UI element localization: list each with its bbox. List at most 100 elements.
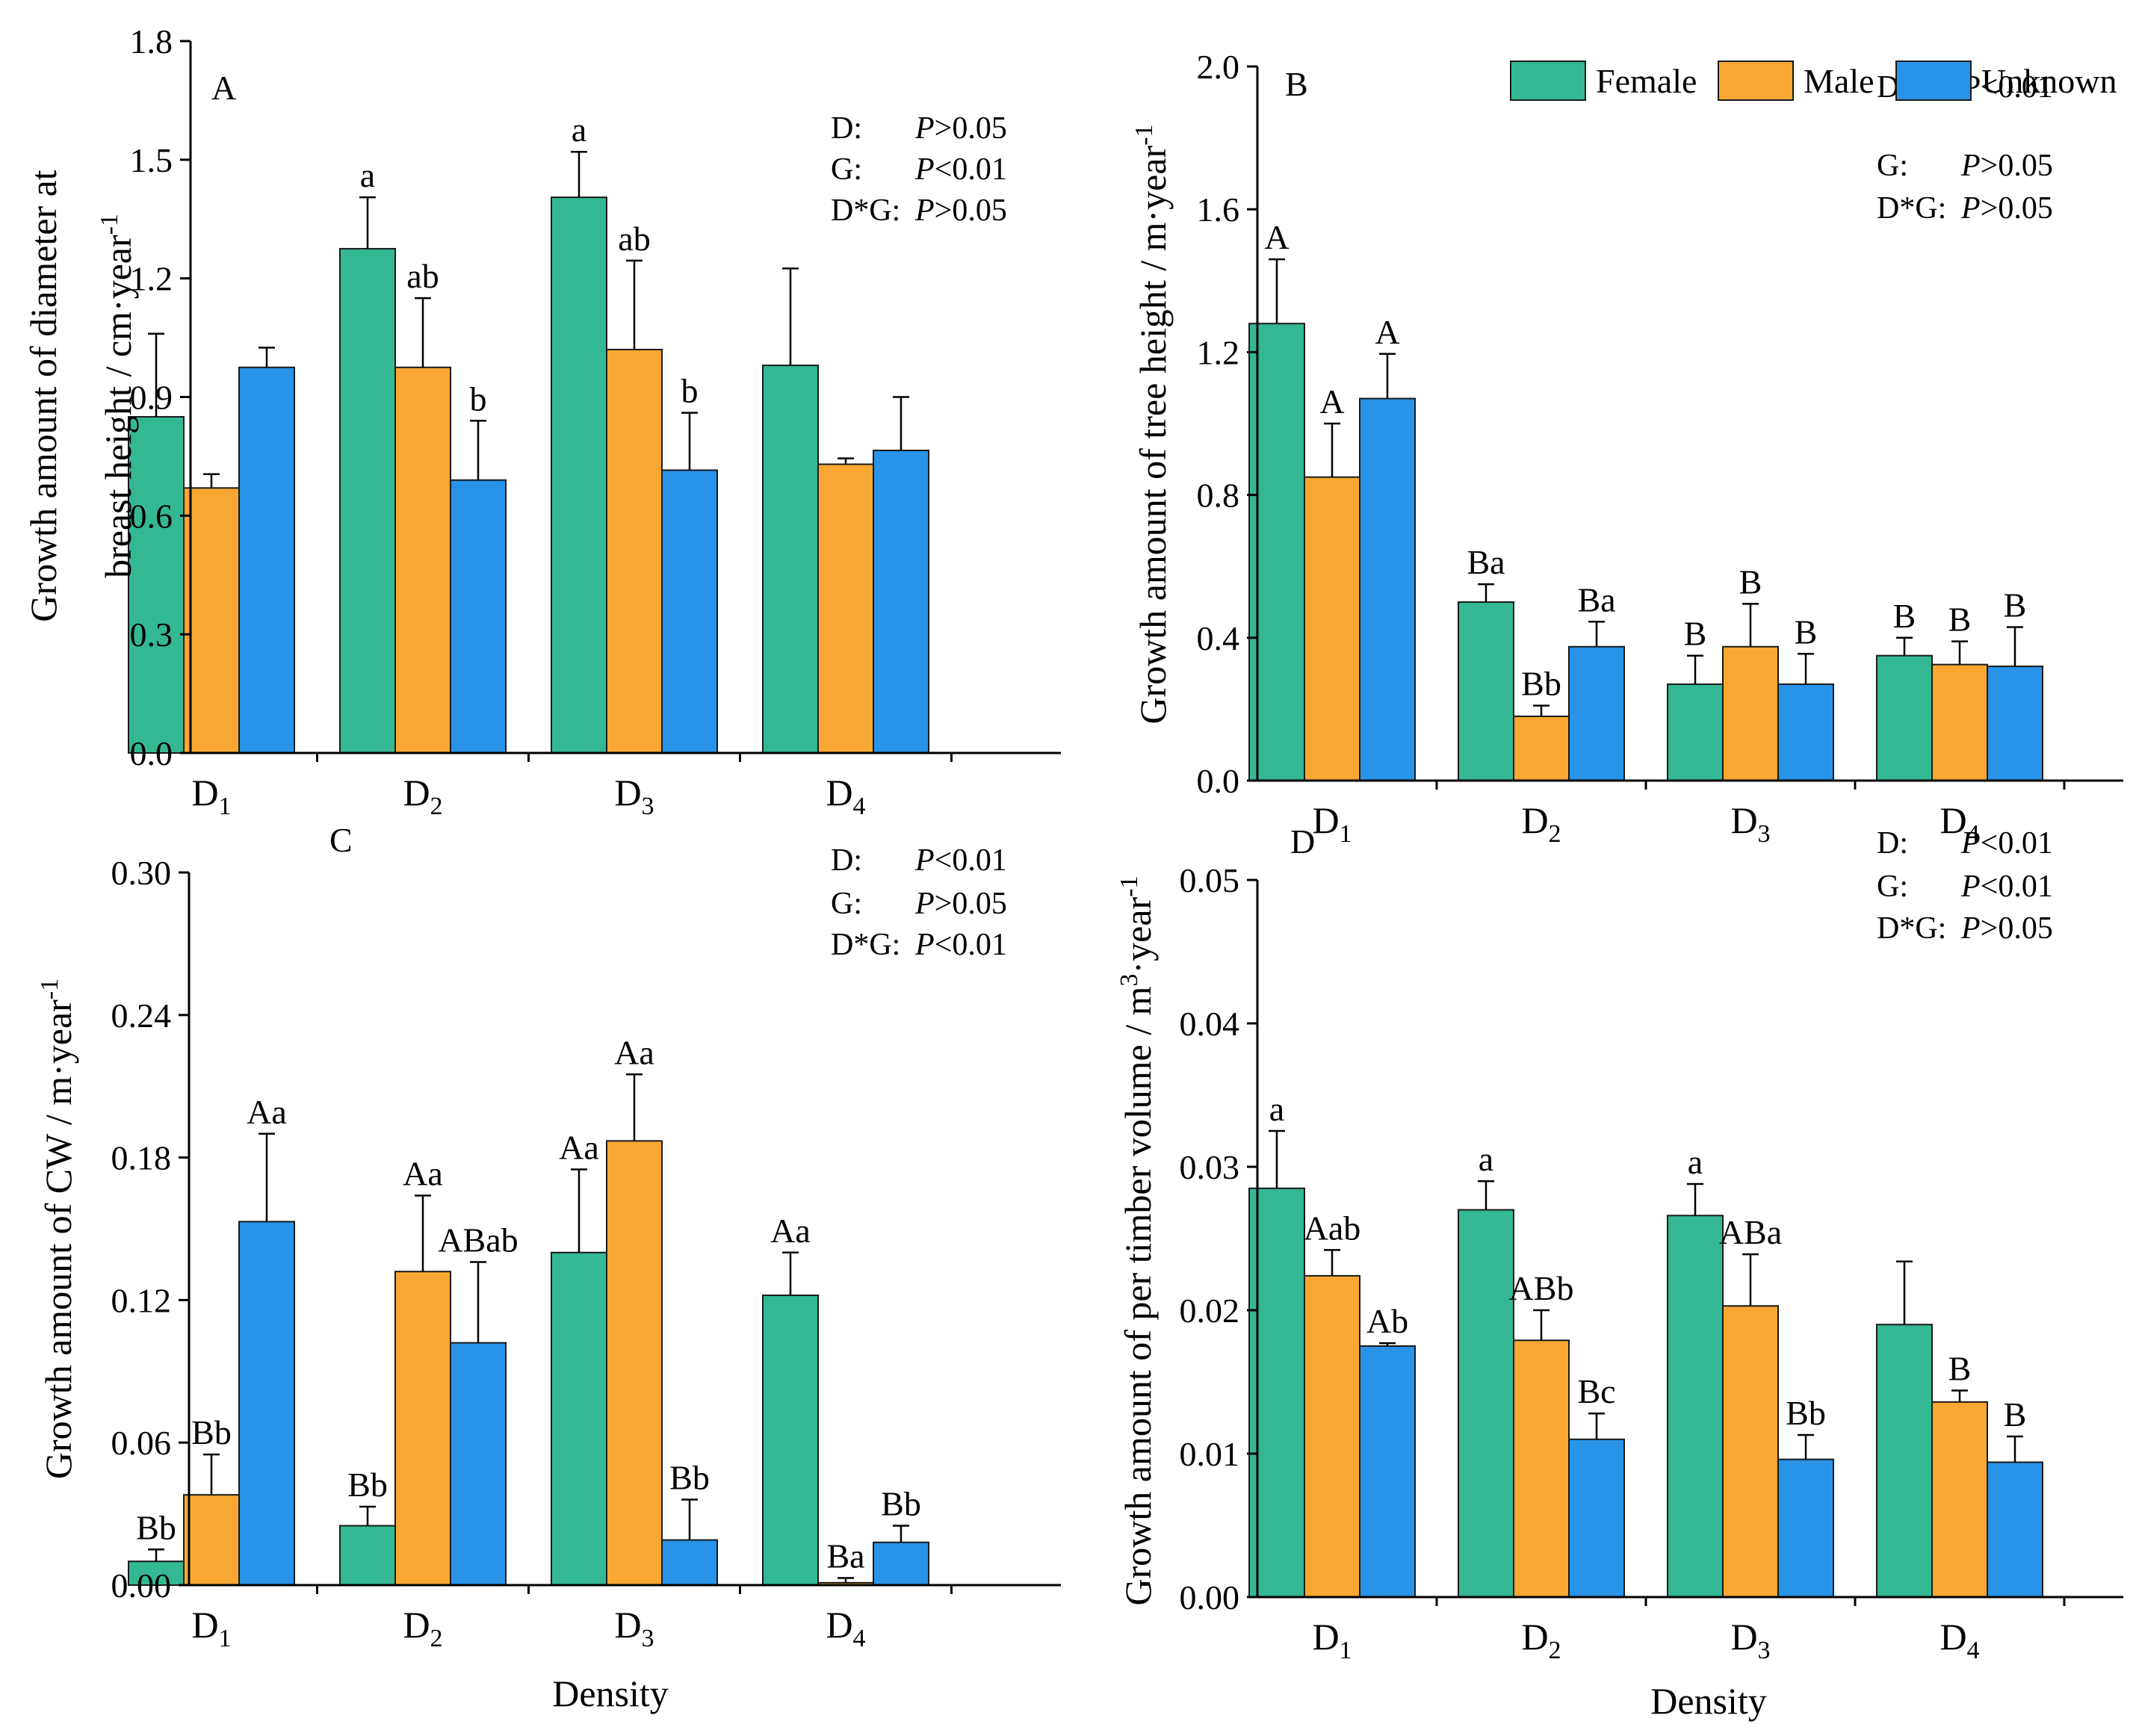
- sig-label-d-male-d1: Aab: [1304, 1209, 1361, 1247]
- x-tick-label-d-d1: D1: [1312, 1616, 1352, 1664]
- stat-value-d-0: P<0.01: [1960, 826, 2053, 861]
- bar-b-unknown-d3: [1777, 683, 1834, 781]
- bar-b-female-d4: [1876, 654, 1933, 782]
- y-tick-label-d-2: 0.02: [1180, 1292, 1240, 1330]
- bar-a-female-d3: [551, 196, 607, 754]
- x-tick-label-a-d2: D2: [403, 772, 442, 820]
- sig-label-c-male-d2: Aa: [403, 1154, 443, 1192]
- y-tick-label-a-3: 0.9: [130, 379, 173, 417]
- bar-b-unknown-d4: [1987, 666, 2043, 781]
- sig-label-b-female-d4: B: [1893, 597, 1916, 635]
- sig-label-c-female-d4: Aa: [770, 1212, 811, 1250]
- bar-b-unknown-d1: [1359, 397, 1416, 781]
- sig-label-c-male-d1: Bb: [191, 1413, 232, 1451]
- stat-term-a-0: D:: [831, 111, 862, 146]
- stat-term-b-1: G:: [1877, 149, 1908, 183]
- y-tick-label-c-5: 0.30: [111, 854, 172, 892]
- x-axis-title-panel-d: Density: [1650, 1680, 1767, 1722]
- sig-label-d-female-d3: a: [1688, 1143, 1703, 1181]
- bar-d-unknown-d4: [1987, 1461, 2043, 1599]
- x-tick-label-b-d1: D1: [1312, 799, 1352, 848]
- x-tick-label-c-d2: D2: [403, 1604, 442, 1652]
- bar-d-unknown-d3: [1777, 1458, 1834, 1599]
- panel-a: a a ab ab b b 0.0 0.3 0.6 0.9 1.2 1.5 1.8 D1 D2 D3 D4 A D:…: [22, 22, 1061, 820]
- y-tick-label-b-0: 0.0: [1197, 762, 1240, 800]
- bar-c-male-d2: [394, 1271, 451, 1586]
- sig-label-a-unknown-d2: b: [470, 379, 487, 418]
- x-tick-label-a-d3: D3: [614, 772, 654, 820]
- bar-d-unknown-d1: [1359, 1345, 1416, 1598]
- bar-d-unknown-d2: [1568, 1438, 1625, 1599]
- sig-label-b-unknown-d1: A: [1375, 313, 1399, 351]
- panel-letter-c: C: [329, 821, 353, 859]
- y-tick-label-a-2: 0.6: [130, 497, 173, 535]
- legend-swatch-male: [1718, 61, 1794, 101]
- sig-label-b-female-d1: A: [1264, 218, 1289, 256]
- x-tick-label-b-d2: D2: [1521, 799, 1561, 848]
- sig-label-d-male-d2: ABb: [1509, 1269, 1574, 1307]
- sig-label-b-unknown-d3: B: [1795, 613, 1818, 651]
- sig-label-a-female-d2: a: [360, 156, 375, 194]
- x-tick-label-d-d3: D3: [1730, 1616, 1770, 1664]
- stat-value-b-2: P>0.05: [1960, 191, 2053, 226]
- stat-term-d-0: D:: [1877, 826, 1908, 861]
- bar-a-male-d1: [183, 487, 240, 754]
- bar-d-female-d4: [1876, 1324, 1933, 1598]
- sig-label-b-female-d3: B: [1684, 615, 1707, 653]
- legend-swatch-unknown: [1895, 61, 1972, 101]
- y-tick-label-b-1: 0.4: [1197, 619, 1240, 657]
- y-tick-label-c-1: 0.06: [111, 1424, 172, 1462]
- stat-value-d-1: P<0.01: [1960, 869, 2053, 904]
- bar-d-male-d2: [1513, 1339, 1570, 1598]
- x-tick-label-d-d4: D4: [1939, 1616, 1979, 1664]
- y-tick-label-b-5: 2.0: [1197, 48, 1240, 86]
- bar-c-unknown-d3: [661, 1539, 718, 1587]
- bar-b-unknown-d2: [1568, 645, 1625, 781]
- stat-value-c-2: P<0.01: [914, 928, 1007, 962]
- y-axis-title-a-line2: breast height / cm·year-1: [96, 214, 139, 578]
- bar-a-male-d3: [606, 348, 663, 754]
- x-tick-label-b-d3: D3: [1730, 799, 1770, 848]
- stat-term-c-1: G:: [831, 887, 862, 921]
- y-tick-label-a-4: 1.2: [130, 260, 173, 298]
- x-tick-label-a-d1: D1: [191, 772, 231, 820]
- legend-swatch-female: [1510, 61, 1586, 101]
- bar-a-unknown-d1: [238, 366, 295, 754]
- y-tick-label-d-4: 0.04: [1180, 1005, 1240, 1043]
- sig-label-c-unknown-d4: Bb: [881, 1485, 921, 1523]
- bar-c-male-d1: [183, 1494, 240, 1587]
- x-tick-label-c-d1: D1: [191, 1604, 231, 1652]
- y-tick-label-c-4: 0.24: [111, 996, 172, 1035]
- y-tick-label-a-1: 0.3: [130, 616, 173, 654]
- legend: Female Male Unknown: [1510, 61, 2117, 101]
- sig-label-d-male-d3: ABa: [1719, 1213, 1782, 1251]
- stat-term-a-1: G:: [831, 152, 862, 187]
- bar-a-male-d4: [817, 463, 874, 754]
- bar-b-male-d1: [1304, 476, 1360, 781]
- stat-term-c-2: D*G:: [831, 928, 900, 962]
- bar-b-male-d4: [1931, 663, 1988, 782]
- sig-label-a-male-d2: ab: [406, 257, 439, 295]
- y-tick-label-a-5: 1.5: [130, 141, 173, 179]
- stat-value-c-0: P<0.01: [914, 843, 1007, 878]
- y-tick-label-b-2: 0.8: [1197, 477, 1240, 515]
- y-axis-title-a-line1: Growth amount of diameter at: [22, 170, 64, 621]
- bar-c-female-d2: [339, 1525, 396, 1586]
- bar-b-female-d2: [1458, 601, 1514, 781]
- sig-label-d-female-d2: a: [1479, 1140, 1493, 1178]
- stat-term-c-0: D:: [831, 843, 862, 878]
- sig-label-b-unknown-d2: Ba: [1577, 580, 1615, 619]
- bar-a-male-d2: [394, 366, 451, 754]
- sig-label-b-female-d2: Ba: [1467, 543, 1505, 581]
- sig-label-b-male-d1: A: [1319, 382, 1344, 421]
- bar-c-unknown-d4: [873, 1541, 929, 1587]
- sig-label-c-male-d3: Aa: [614, 1033, 654, 1071]
- bar-a-unknown-d4: [873, 449, 929, 754]
- bar-d-male-d3: [1722, 1305, 1779, 1598]
- bar-c-unknown-d2: [450, 1342, 507, 1586]
- legend-label-female: Female: [1596, 62, 1697, 100]
- x-tick-label-c-d4: D4: [826, 1604, 865, 1652]
- sig-label-c-female-d1: Bb: [136, 1508, 176, 1546]
